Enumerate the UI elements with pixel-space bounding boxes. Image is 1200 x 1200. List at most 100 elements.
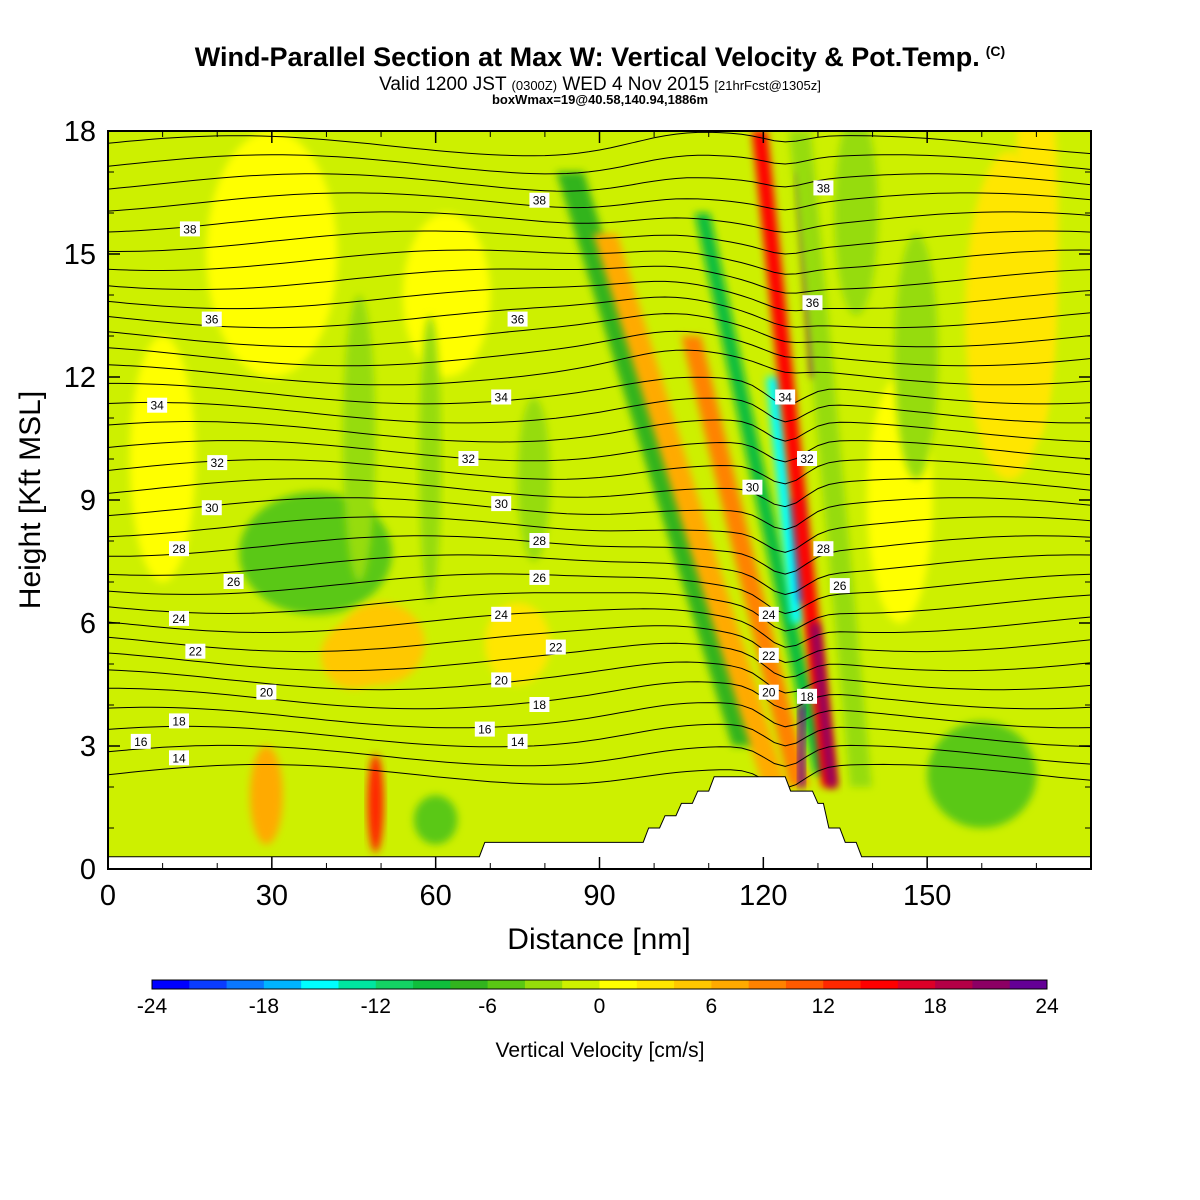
colorbar-swatch [562,980,600,989]
theta-label-box [813,180,834,196]
theta-isoline [108,230,1091,255]
colorbar-swatch [301,980,339,989]
colorbar-swatch [599,980,638,989]
theta-isoline [108,280,1091,312]
theta-label-text: 20 [762,686,776,700]
theta-label: 14 [507,733,528,749]
theta-label-box [813,541,834,557]
colorbar-label: Vertical Velocity [cm/s] [496,1039,705,1062]
theta-label-box [491,496,512,512]
theta-label-text: 26 [227,575,241,589]
theta-label-text: 14 [511,735,525,749]
terrain [108,776,1091,869]
theta-label-text: 38 [183,222,197,236]
x-tick-label: 0 [100,880,116,912]
colorbar-swatch [1009,980,1048,989]
theta-label: 16 [474,721,495,737]
colorbar-tick-label: 24 [1035,995,1059,1018]
theta-label-box [185,643,206,659]
theta-isoline [108,349,1091,386]
theta-label: 32 [207,455,228,471]
theta-label-box [829,578,850,594]
theta-label-box [507,311,528,327]
theta-isoline [108,723,1091,748]
theta-label: 34 [491,389,512,405]
colorbar-swatch [823,980,862,989]
theta-label-box [529,533,550,548]
theta-label-box [491,389,512,405]
theta-label-text: 18 [172,714,186,728]
velocity-band [809,623,838,787]
theta-isoline [108,154,1091,175]
theta-label-box [256,684,277,700]
theta-isoline [108,592,1091,632]
theta-isoline [108,397,1091,424]
velocity-band [798,705,805,787]
theta-isoline [108,330,1091,367]
x-tick-label: 30 [256,880,288,912]
colorbar-swatch [450,980,489,989]
theta-label-text: 30 [746,481,760,495]
theta-label-box [797,688,818,704]
box-info: boxWmax=19@40.58,140.94,1886m [491,92,709,107]
theta-label-box [529,697,550,712]
colorbar-swatch [524,980,563,989]
theta-label-box [529,569,550,585]
velocity-cell [367,754,384,853]
theta-label-text: 20 [495,673,509,687]
x-tick-label: 90 [583,880,615,912]
chart-subtitle: Valid 1200 JST (0300Z) WED 4 Nov 2015 [2… [0,74,1200,96]
velocity-cell [129,336,196,582]
theta-label-box [775,389,796,405]
colorbar-swatch [189,980,228,989]
theta-label-text: 22 [189,645,203,659]
theta-label: 14 [168,750,189,766]
theta-label-text: 32 [800,452,814,466]
colorbar-swatch [860,980,899,989]
colorbar-tick-label: 0 [594,995,606,1018]
valid-date: WED 4 Nov 2015 [562,74,710,95]
theta-label-text: 16 [134,735,148,749]
y-tick-label: 6 [80,608,96,640]
theta-isoline [108,440,1091,463]
theta-isoline [108,516,1091,553]
theta-label-text: 22 [762,649,776,663]
colorbar-frame [151,979,1048,990]
chart-title-text: Wind-Parallel Section at Max W: Vertical… [194,42,980,72]
x-axis-label: Distance [nm] [507,923,690,956]
theta-isoline [108,211,1091,233]
theta-label: 26 [223,574,244,589]
colorbar-tick-label: -24 [137,995,168,1018]
theta-label: 36 [201,311,222,327]
theta-label: 30 [742,479,763,495]
theta-label-box [201,500,222,516]
colorbar: -24 -18 -12 -6 0 6 12 18 24 [137,979,1059,1018]
theta-isoline [108,554,1091,596]
colorbar-swatch [226,980,265,989]
x-tick-label: 60 [420,880,452,912]
colorbar-swatch [152,980,190,989]
theta-label-box [507,733,528,749]
theta-label: 20 [491,672,512,688]
colorbar-tick-label: 6 [706,995,718,1018]
theta-label-text: 34 [778,391,792,405]
theta-label-box [491,606,512,622]
theta-label: 24 [491,606,512,622]
theta-isoline [108,192,1091,212]
velocity-band [789,131,873,787]
colorbar-swatch [674,980,712,989]
theta-label-text: 14 [172,751,186,765]
theta-label: 34 [775,389,796,405]
theta-isoline [108,661,1091,694]
theta-isoline [108,313,1091,348]
theta-label-text: 34 [150,399,164,413]
theta-label-text: 18 [800,690,814,704]
colorbar-swatch [636,980,675,989]
theta-label-box [797,451,818,466]
x-tick-label: 150 [903,880,951,912]
colorbar-swatch [487,980,526,989]
theta-label-text: 34 [495,391,509,405]
theta-isoline [108,497,1091,531]
theta-label-box [458,451,479,466]
colorbar-swatch [413,980,451,989]
